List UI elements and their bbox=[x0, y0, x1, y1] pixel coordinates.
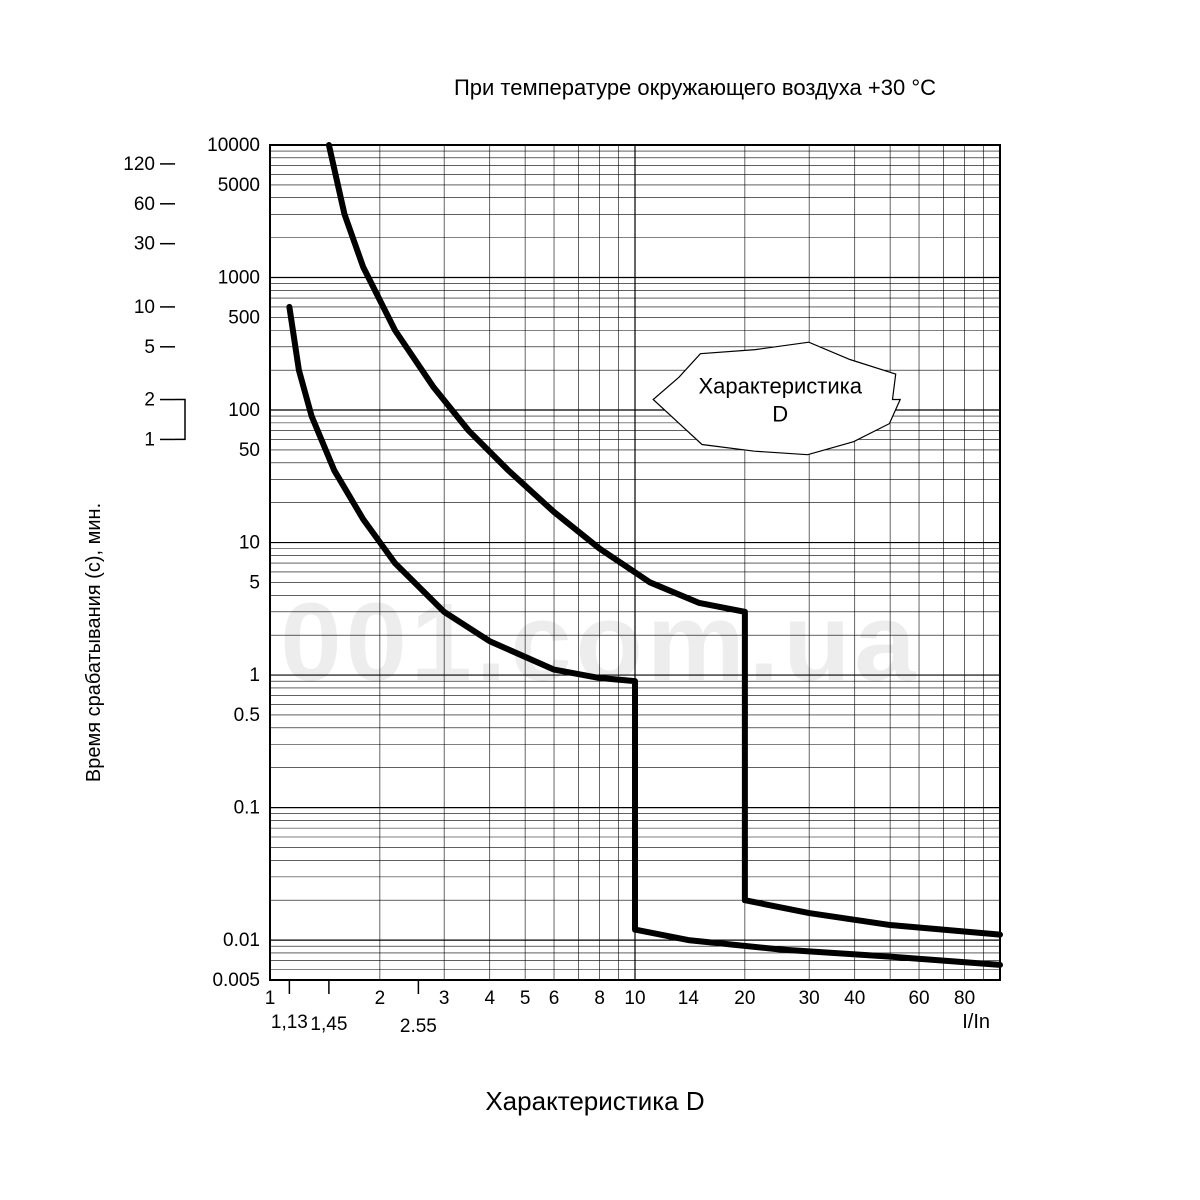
x-subtick-label: 2.55 bbox=[400, 1016, 437, 1037]
x-tick-label: 80 bbox=[954, 988, 975, 1009]
x-tick-label: 5 bbox=[520, 988, 531, 1009]
y-tick-label: 500 bbox=[228, 307, 260, 328]
y-min-tick-label: 2 bbox=[144, 390, 155, 411]
y-min-tick-label: 30 bbox=[134, 234, 155, 255]
x-tick-label: 8 bbox=[594, 988, 605, 1009]
y-tick-label: 5000 bbox=[218, 175, 260, 196]
x-tick-label: 30 bbox=[799, 988, 820, 1009]
y-axis-label: Время срабатывания (с), мин. bbox=[83, 503, 105, 782]
x-tick-label: 40 bbox=[844, 988, 865, 1009]
y-tick-label: 0.5 bbox=[234, 705, 260, 726]
x-tick-label: 1 bbox=[265, 988, 276, 1009]
y-min-tick-label: 60 bbox=[134, 194, 155, 215]
x-tick-label: 2 bbox=[375, 988, 386, 1009]
watermark: 001.com.ua bbox=[280, 581, 919, 704]
x-tick-label: 14 bbox=[678, 988, 700, 1009]
minutes-bracket bbox=[175, 400, 185, 440]
x-tick-label: 60 bbox=[908, 988, 929, 1009]
chart-title-top: При температуре окружающего воздуха +30 … bbox=[454, 75, 936, 100]
y-tick-label: 10 bbox=[239, 533, 260, 554]
x-tick-label: 4 bbox=[484, 988, 495, 1009]
x-subtick-label: 1,45 bbox=[310, 1014, 347, 1035]
y-tick-label: 0.1 bbox=[234, 798, 260, 819]
y-tick-label: 1000 bbox=[218, 268, 260, 289]
y-min-tick-label: 10 bbox=[134, 297, 155, 318]
x-tick-label: 10 bbox=[624, 988, 645, 1009]
x-tick-label: 20 bbox=[734, 988, 755, 1009]
y-min-tick-label: 120 bbox=[123, 154, 155, 175]
annotation-line1: Характеристика bbox=[698, 374, 862, 399]
x-axis-label: I/In bbox=[962, 1011, 990, 1033]
x-tick-label: 6 bbox=[549, 988, 560, 1009]
x-tick-label: 3 bbox=[439, 988, 450, 1009]
trip-curve-upper bbox=[329, 145, 1000, 935]
y-tick-label: 1 bbox=[249, 665, 260, 686]
y-tick-label: 0.005 bbox=[212, 970, 260, 991]
y-tick-label: 0.01 bbox=[223, 930, 260, 951]
y-min-tick-label: 1 bbox=[144, 429, 155, 450]
y-tick-label: 10000 bbox=[207, 135, 260, 156]
y-tick-label: 100 bbox=[228, 400, 260, 421]
trip-curve-chart: { "chart": { "type": "log-log-line", "ti… bbox=[0, 0, 1200, 1200]
chart-title-bottom: Характеристика D bbox=[485, 1086, 704, 1116]
y-tick-label: 5 bbox=[249, 572, 260, 593]
annotation-line2: D bbox=[772, 402, 788, 427]
x-subtick-label: 1,13 bbox=[271, 1012, 308, 1033]
y-tick-label: 50 bbox=[239, 440, 260, 461]
y-min-tick-label: 5 bbox=[144, 337, 155, 358]
